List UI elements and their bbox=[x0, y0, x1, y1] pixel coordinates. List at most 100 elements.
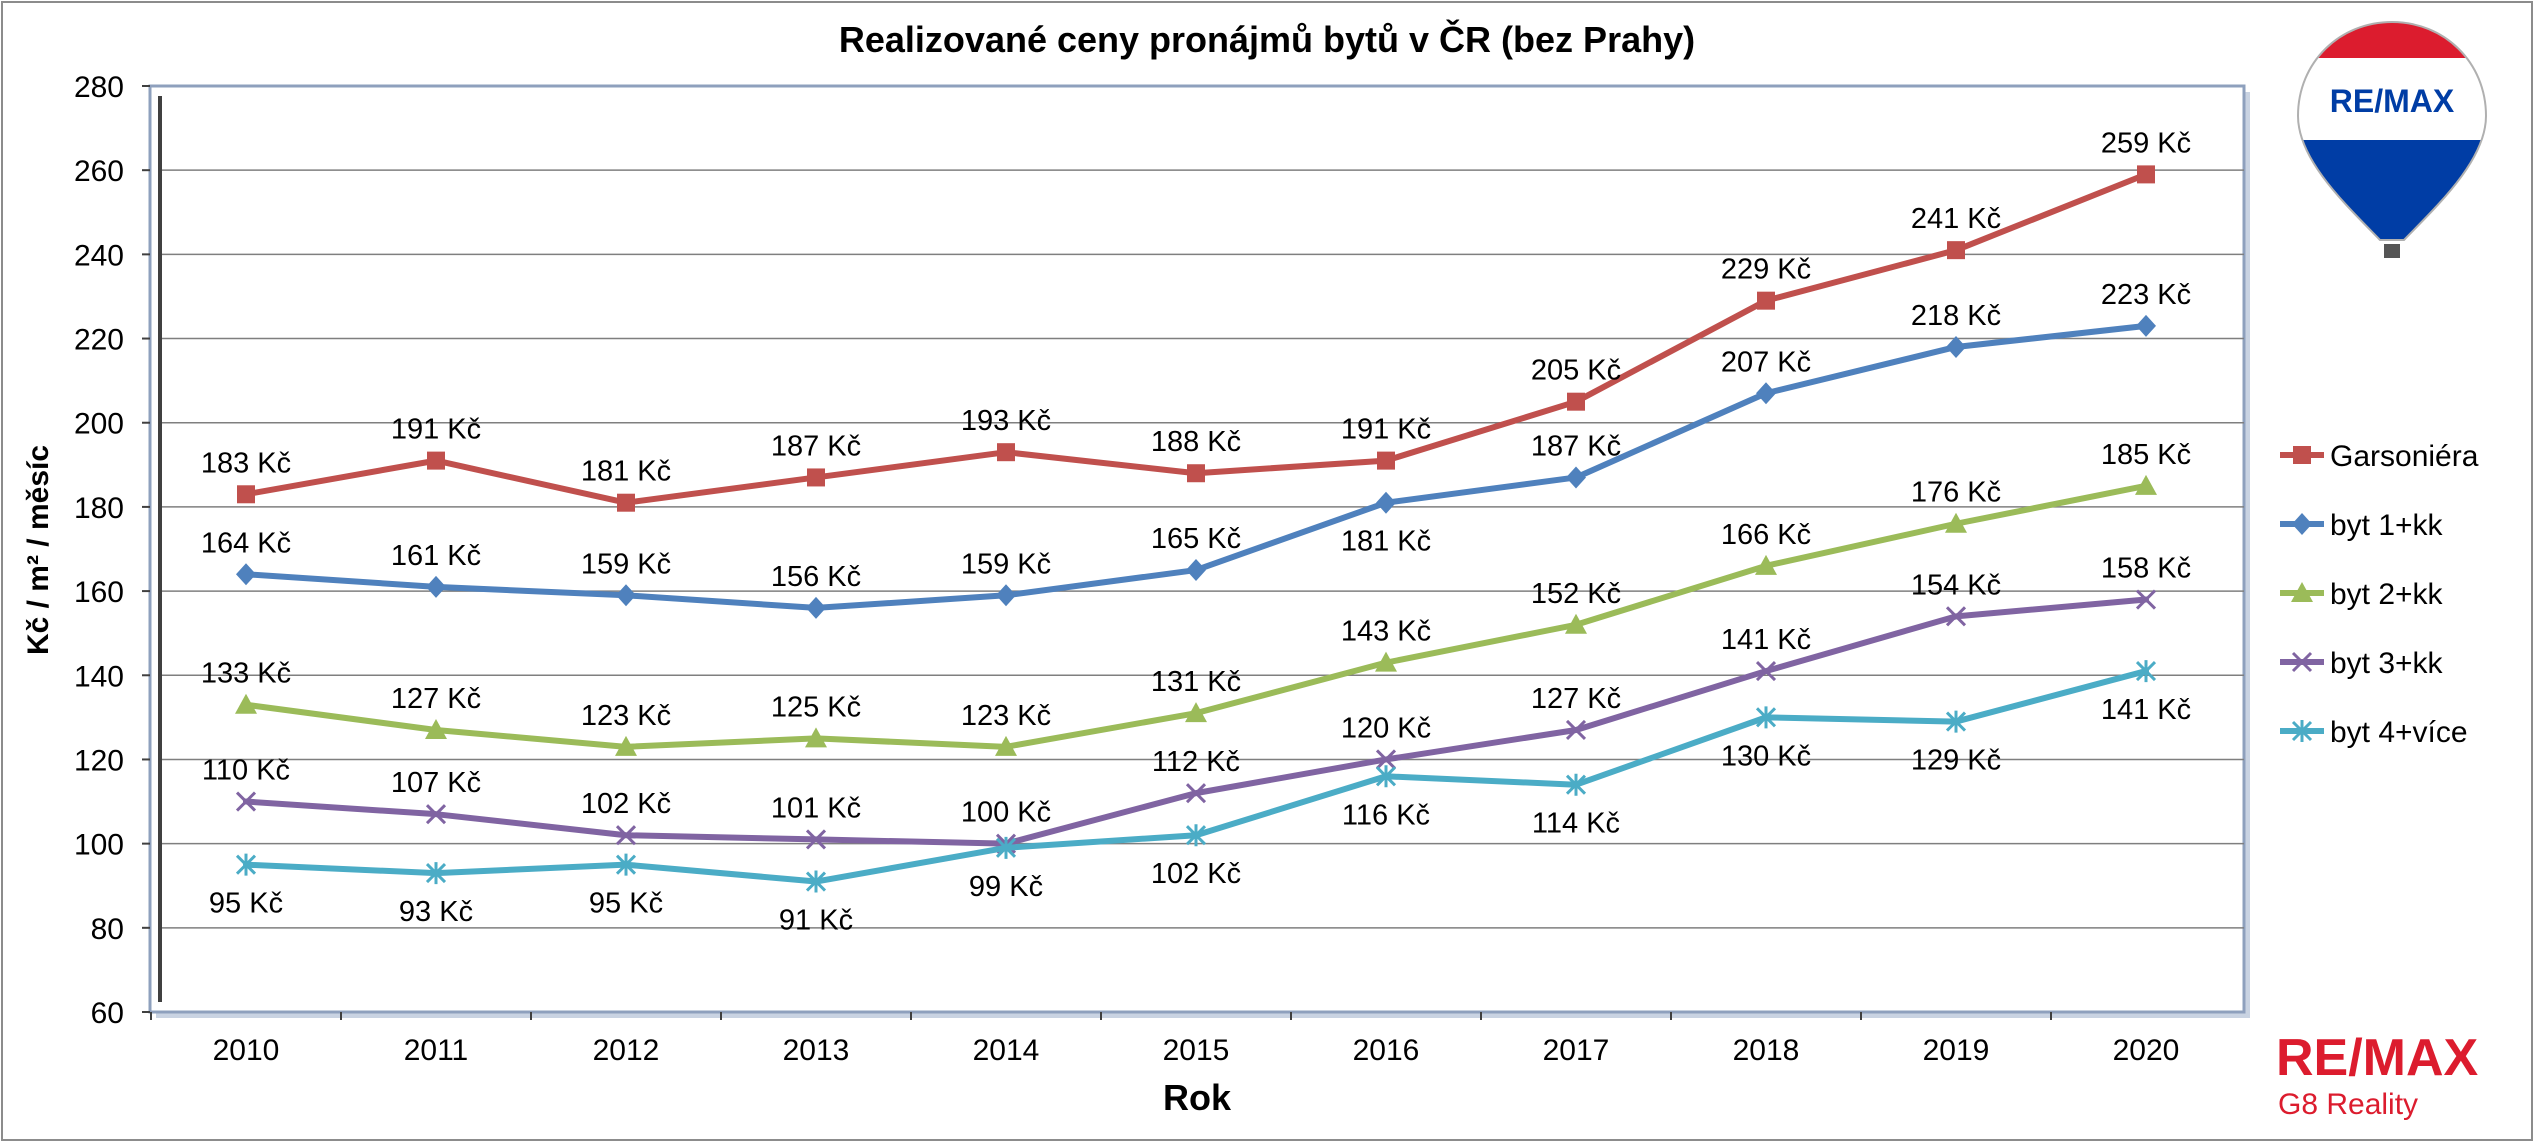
legend-marker bbox=[2291, 582, 2313, 602]
data-point bbox=[1945, 606, 1967, 627]
legend-marker bbox=[2291, 651, 2313, 673]
data-point bbox=[995, 735, 1017, 756]
plot-area bbox=[148, 84, 2250, 1018]
data-point bbox=[236, 563, 256, 586]
series-layer bbox=[235, 165, 2157, 893]
data-label: 158 Kč bbox=[2101, 553, 2191, 585]
data-point bbox=[427, 451, 445, 470]
data-point bbox=[2136, 314, 2156, 337]
data-point bbox=[1565, 719, 1587, 741]
data-point bbox=[235, 693, 257, 714]
x-tick-label: 2014 bbox=[973, 1034, 1040, 1067]
data-point bbox=[426, 575, 446, 598]
grid bbox=[162, 169, 2244, 929]
legend-label: byt 4+více bbox=[2330, 716, 2468, 749]
x-tick-label: 2013 bbox=[783, 1034, 850, 1067]
data-point bbox=[615, 735, 637, 756]
chart-title: Realizované ceny pronájmů bytů v ČR (bez… bbox=[839, 18, 1695, 60]
data-point bbox=[806, 596, 826, 619]
data-label: 110 Kč bbox=[202, 755, 290, 787]
data-point bbox=[1756, 382, 1776, 405]
data-label: 114 Kč bbox=[1532, 808, 1620, 840]
data-label: 191 Kč bbox=[1341, 414, 1431, 446]
data-label: 154 Kč bbox=[1911, 569, 2001, 601]
y-tick-label: 220 bbox=[74, 324, 124, 357]
legend-label: byt 2+kk bbox=[2330, 578, 2444, 611]
y-tick-label: 60 bbox=[91, 997, 124, 1030]
legend-label: byt 3+kk bbox=[2330, 647, 2444, 680]
data-label: 159 Kč bbox=[961, 548, 1051, 580]
data-point bbox=[805, 870, 827, 893]
data-point bbox=[807, 468, 825, 487]
data-label: 112 Kč bbox=[1152, 746, 1240, 778]
data-label: 229 Kč bbox=[1721, 254, 1811, 286]
data-label: 129 Kč bbox=[1911, 745, 2001, 777]
data-labels: 183 Kč 191 Kč 181 Kč 187 Kč 193 Kč 188 Kč 191 … bbox=[201, 127, 2191, 936]
data-point bbox=[1947, 241, 1965, 260]
y-tick-label: 160 bbox=[74, 576, 124, 609]
data-point bbox=[615, 853, 637, 876]
x-tick-label: 2020 bbox=[2113, 1034, 2180, 1067]
data-label: 95 Kč bbox=[209, 888, 283, 920]
data-point bbox=[1945, 512, 1967, 533]
x-tick-label: 2017 bbox=[1543, 1034, 1610, 1067]
x-tick-label: 2011 bbox=[404, 1034, 469, 1067]
data-label: 130 Kč bbox=[1721, 740, 1811, 772]
y-tick-label: 140 bbox=[74, 660, 124, 693]
data-point bbox=[1185, 783, 1207, 804]
data-label: 187 Kč bbox=[771, 430, 861, 462]
data-point bbox=[1375, 749, 1397, 770]
data-point bbox=[425, 862, 447, 885]
data-point bbox=[1565, 613, 1587, 634]
data-label: 116 Kč bbox=[1342, 799, 1430, 831]
data-point bbox=[235, 791, 257, 812]
data-point bbox=[1377, 451, 1395, 470]
data-label: 218 Kč bbox=[1911, 300, 2001, 332]
data-label: 152 Kč bbox=[1531, 578, 1621, 610]
data-label: 181 Kč bbox=[581, 456, 671, 488]
data-point bbox=[235, 853, 257, 876]
data-label: 161 Kč bbox=[391, 540, 481, 572]
data-label: 133 Kč bbox=[201, 658, 291, 690]
y-tick-label: 100 bbox=[74, 829, 124, 862]
data-label: 123 Kč bbox=[961, 700, 1051, 732]
data-label: 123 Kč bbox=[581, 700, 671, 732]
data-label: 166 Kč bbox=[1721, 519, 1811, 551]
data-point bbox=[805, 727, 827, 748]
data-label: 102 Kč bbox=[581, 788, 671, 820]
data-point bbox=[237, 485, 255, 504]
data-point bbox=[2135, 660, 2157, 683]
x-tick-label: 2019 bbox=[1923, 1034, 1990, 1067]
data-point bbox=[1945, 710, 1967, 733]
data-point bbox=[996, 584, 1016, 607]
y-tick-label: 280 bbox=[74, 71, 124, 104]
balloon-logo-text: RE/MAX bbox=[2330, 83, 2455, 119]
data-point bbox=[1566, 466, 1586, 489]
legend-marker bbox=[2293, 446, 2311, 464]
data-label: 127 Kč bbox=[391, 683, 481, 715]
x-tick-label: 2016 bbox=[1353, 1034, 1420, 1067]
data-point bbox=[2137, 165, 2155, 184]
data-point bbox=[1376, 491, 1396, 514]
data-point bbox=[2135, 474, 2157, 495]
data-point bbox=[1186, 559, 1206, 582]
data-point bbox=[1565, 773, 1587, 796]
data-point bbox=[1187, 464, 1205, 483]
data-point bbox=[1185, 824, 1207, 847]
data-point bbox=[995, 836, 1017, 859]
data-label: 223 Kč bbox=[2101, 279, 2191, 311]
data-label: 205 Kč bbox=[1531, 355, 1621, 387]
data-label: 159 Kč bbox=[581, 548, 671, 580]
data-label: 185 Kč bbox=[2101, 439, 2191, 471]
data-point bbox=[805, 829, 827, 850]
data-label: 127 Kč bbox=[1531, 683, 1621, 715]
legend-marker bbox=[2292, 513, 2312, 535]
data-point bbox=[615, 825, 637, 846]
data-point bbox=[997, 443, 1015, 462]
y-axis-title: Kč / m² / měsíc bbox=[22, 445, 55, 655]
legend-label: byt 1+kk bbox=[2330, 509, 2444, 542]
data-label: 259 Kč bbox=[2101, 127, 2191, 159]
data-label: 156 Kč bbox=[771, 561, 861, 593]
data-label: 241 Kč bbox=[1911, 203, 2001, 235]
